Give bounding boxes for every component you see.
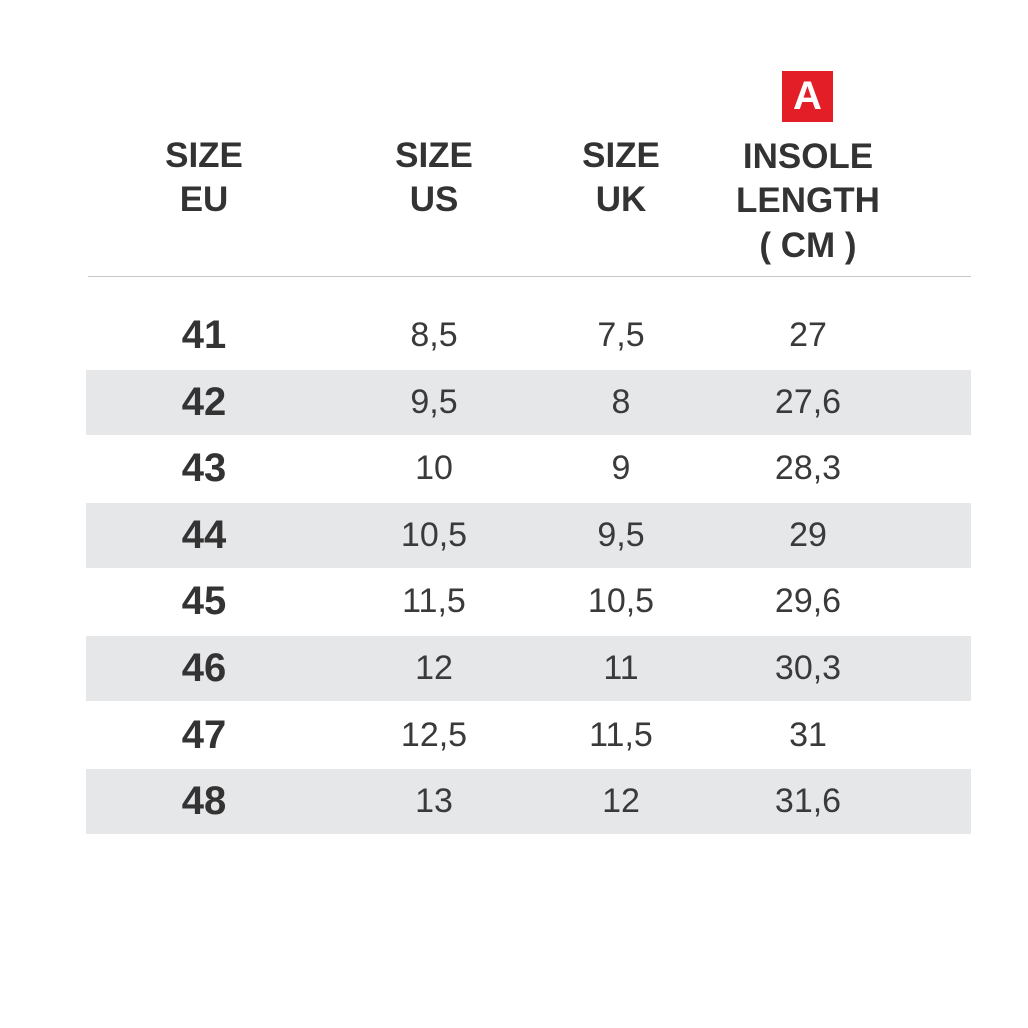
table-cell: 48 bbox=[181, 779, 227, 824]
table-cell: 10,5 bbox=[587, 582, 655, 621]
table-cell: 43 bbox=[181, 446, 227, 491]
table-cell: 8 bbox=[611, 382, 631, 421]
table-cell: 31,6 bbox=[774, 782, 842, 821]
table-cell: 8,5 bbox=[410, 316, 458, 354]
column-header: LENGTH bbox=[736, 181, 880, 220]
column-header: INSOLE bbox=[742, 137, 874, 176]
column-header: SIZE bbox=[165, 136, 243, 175]
table-cell: 29 bbox=[789, 515, 827, 554]
column-header: EU bbox=[179, 180, 229, 219]
table-cell: 12 bbox=[415, 649, 453, 687]
table-cell: 45 bbox=[181, 579, 227, 624]
table-cell: 27,6 bbox=[774, 382, 842, 421]
table-cell: 30,3 bbox=[774, 649, 842, 687]
table-cell: 11,5 bbox=[589, 715, 653, 754]
table-cell: 41 bbox=[181, 313, 227, 357]
table-cell: 9 bbox=[611, 449, 631, 488]
table-cell: 47 bbox=[181, 712, 227, 757]
row-shade bbox=[86, 769, 971, 835]
table-cell: 28,3 bbox=[774, 449, 842, 488]
table-cell: 10 bbox=[415, 449, 453, 488]
column-header: SIZE bbox=[395, 136, 473, 175]
column-header: ( CM ) bbox=[759, 226, 857, 265]
table-cell: 46 bbox=[181, 646, 227, 690]
row-shade bbox=[86, 502, 971, 568]
table-cell: 7,5 bbox=[597, 316, 645, 354]
table-cell: 9,5 bbox=[597, 515, 645, 554]
table-cell: 12,5 bbox=[400, 715, 468, 754]
row-shade bbox=[86, 636, 971, 701]
table-cell: 10,5 bbox=[400, 515, 468, 554]
column-header: US bbox=[409, 180, 459, 219]
divider bbox=[88, 276, 971, 277]
table-cell: 29,6 bbox=[774, 582, 842, 621]
table-cell: 27 bbox=[789, 316, 827, 354]
table-cell: 9,5 bbox=[410, 382, 458, 421]
table-cell: 11 bbox=[603, 649, 639, 687]
table-cell: 42 bbox=[181, 379, 227, 424]
badge: A bbox=[782, 71, 833, 122]
table-cell: 11,5 bbox=[402, 582, 466, 621]
column-header: SIZE bbox=[582, 136, 660, 175]
table-cell: 13 bbox=[415, 782, 453, 821]
table-cell: 12 bbox=[602, 782, 640, 821]
row-shade bbox=[86, 369, 971, 435]
column-header: UK bbox=[595, 180, 647, 219]
table-cell: 31 bbox=[789, 715, 827, 754]
table-cell: 44 bbox=[181, 512, 227, 557]
